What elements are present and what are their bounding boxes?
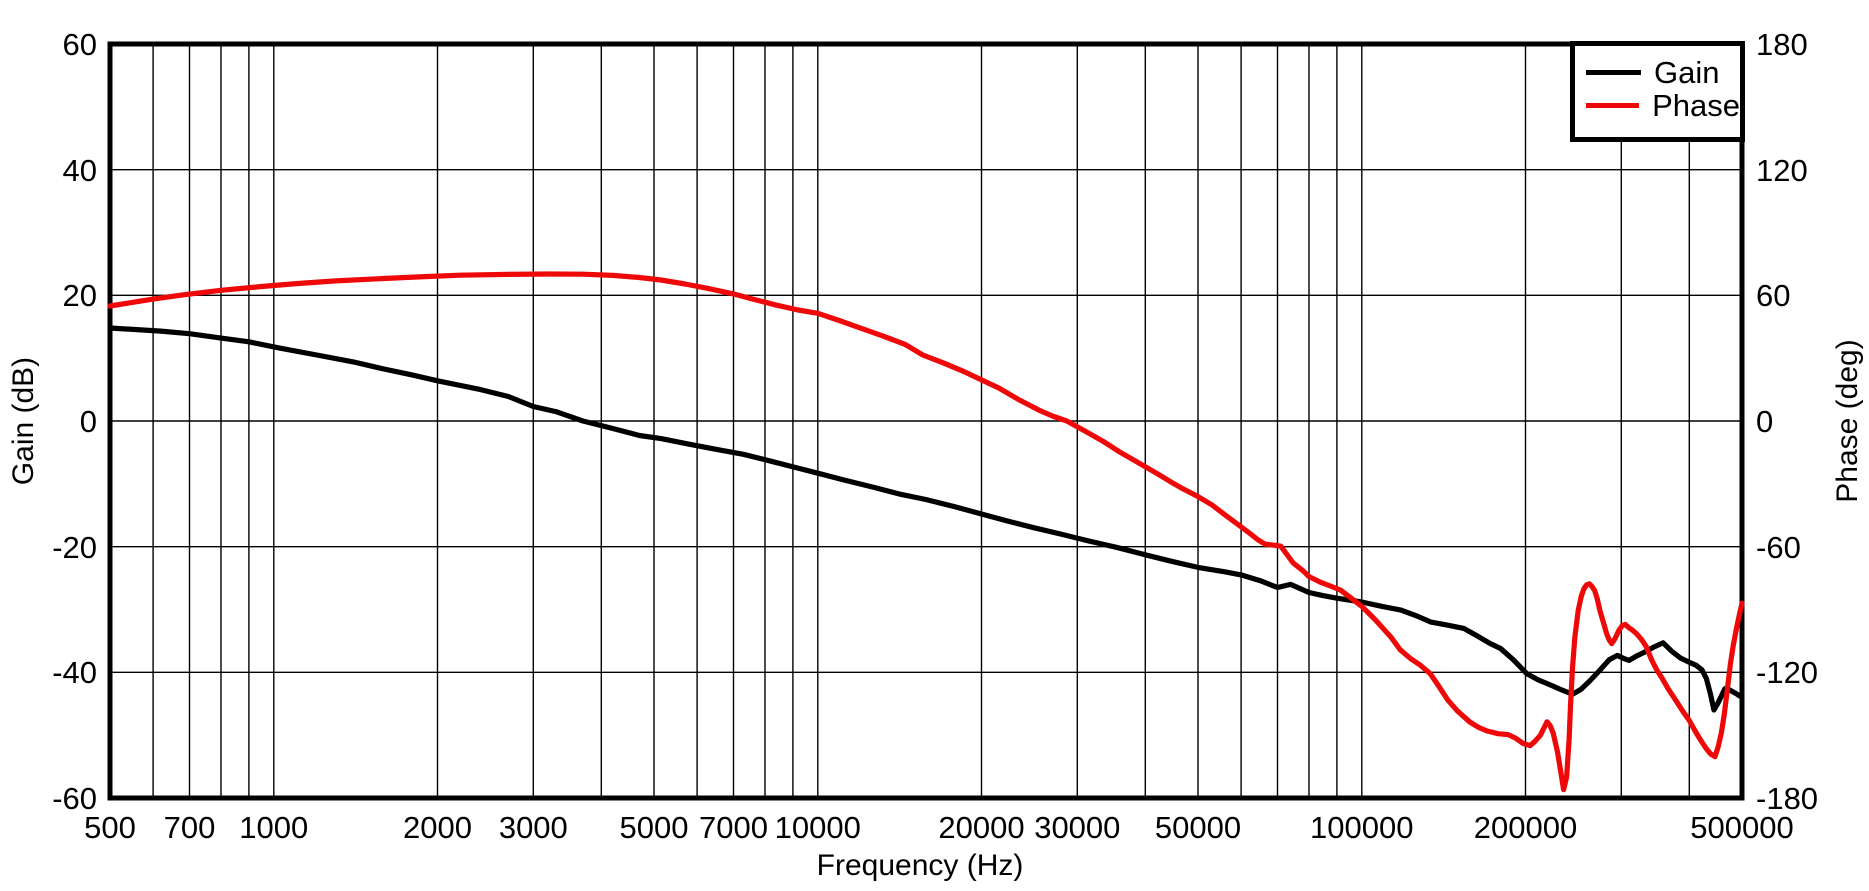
y-right-tick-label: 0 bbox=[1756, 404, 1774, 439]
x-tick-label: 3000 bbox=[498, 810, 568, 845]
legend: Gain Phase bbox=[1570, 41, 1745, 142]
y-left-tick-label: 60 bbox=[62, 27, 97, 62]
y-left-tick-label: 40 bbox=[62, 152, 97, 188]
legend-item-gain: Gain bbox=[1575, 56, 1740, 89]
x-tick-label: 5000 bbox=[619, 810, 689, 845]
x-tick-label: 700 bbox=[163, 810, 216, 845]
gain-line-swatch bbox=[1586, 70, 1641, 75]
phase-curve bbox=[107, 271, 1745, 793]
y-left-tick-label: 20 bbox=[62, 278, 97, 314]
x-tick-label: 200000 bbox=[1473, 810, 1578, 845]
y-left-tick-label: -60 bbox=[52, 781, 97, 816]
y-left-tick-label: -40 bbox=[52, 655, 97, 691]
legend-item-phase: Phase bbox=[1575, 89, 1740, 122]
right-axis-title: Phase (deg) bbox=[1831, 339, 1864, 503]
y-right-tick-label: 120 bbox=[1756, 152, 1808, 188]
plot-border bbox=[107, 41, 1745, 801]
y-right-tick-label: 180 bbox=[1756, 27, 1808, 62]
x-tick-label: 500 bbox=[84, 810, 136, 845]
legend-label-phase: Phase bbox=[1652, 88, 1740, 123]
x-tick-label: 1000 bbox=[239, 810, 309, 845]
x-tick-label: 2000 bbox=[403, 810, 472, 845]
gain-curve bbox=[107, 325, 1745, 713]
x-tick-label: 30000 bbox=[1034, 810, 1121, 845]
y-left-tick-label: 0 bbox=[79, 404, 97, 439]
y-left-tick-label: -20 bbox=[52, 529, 97, 565]
x-tick-label: 500000 bbox=[1690, 810, 1794, 845]
x-tick-label: 10000 bbox=[774, 810, 861, 845]
y-right-tick-label: 60 bbox=[1756, 278, 1791, 314]
y-right-tick-label: -180 bbox=[1756, 781, 1819, 816]
legend-label-gain: Gain bbox=[1654, 55, 1720, 90]
x-axis-title: Frequency (Hz) bbox=[816, 849, 1024, 882]
x-tick-label: 20000 bbox=[938, 810, 1025, 845]
y-right-tick-label: -120 bbox=[1756, 655, 1819, 691]
phase-line-swatch bbox=[1586, 103, 1640, 108]
x-tick-label: 100000 bbox=[1310, 810, 1414, 845]
x-tick-label: 50000 bbox=[1154, 810, 1242, 845]
y-right-tick-label: -60 bbox=[1756, 529, 1801, 565]
x-tick-label: 7000 bbox=[699, 810, 768, 845]
